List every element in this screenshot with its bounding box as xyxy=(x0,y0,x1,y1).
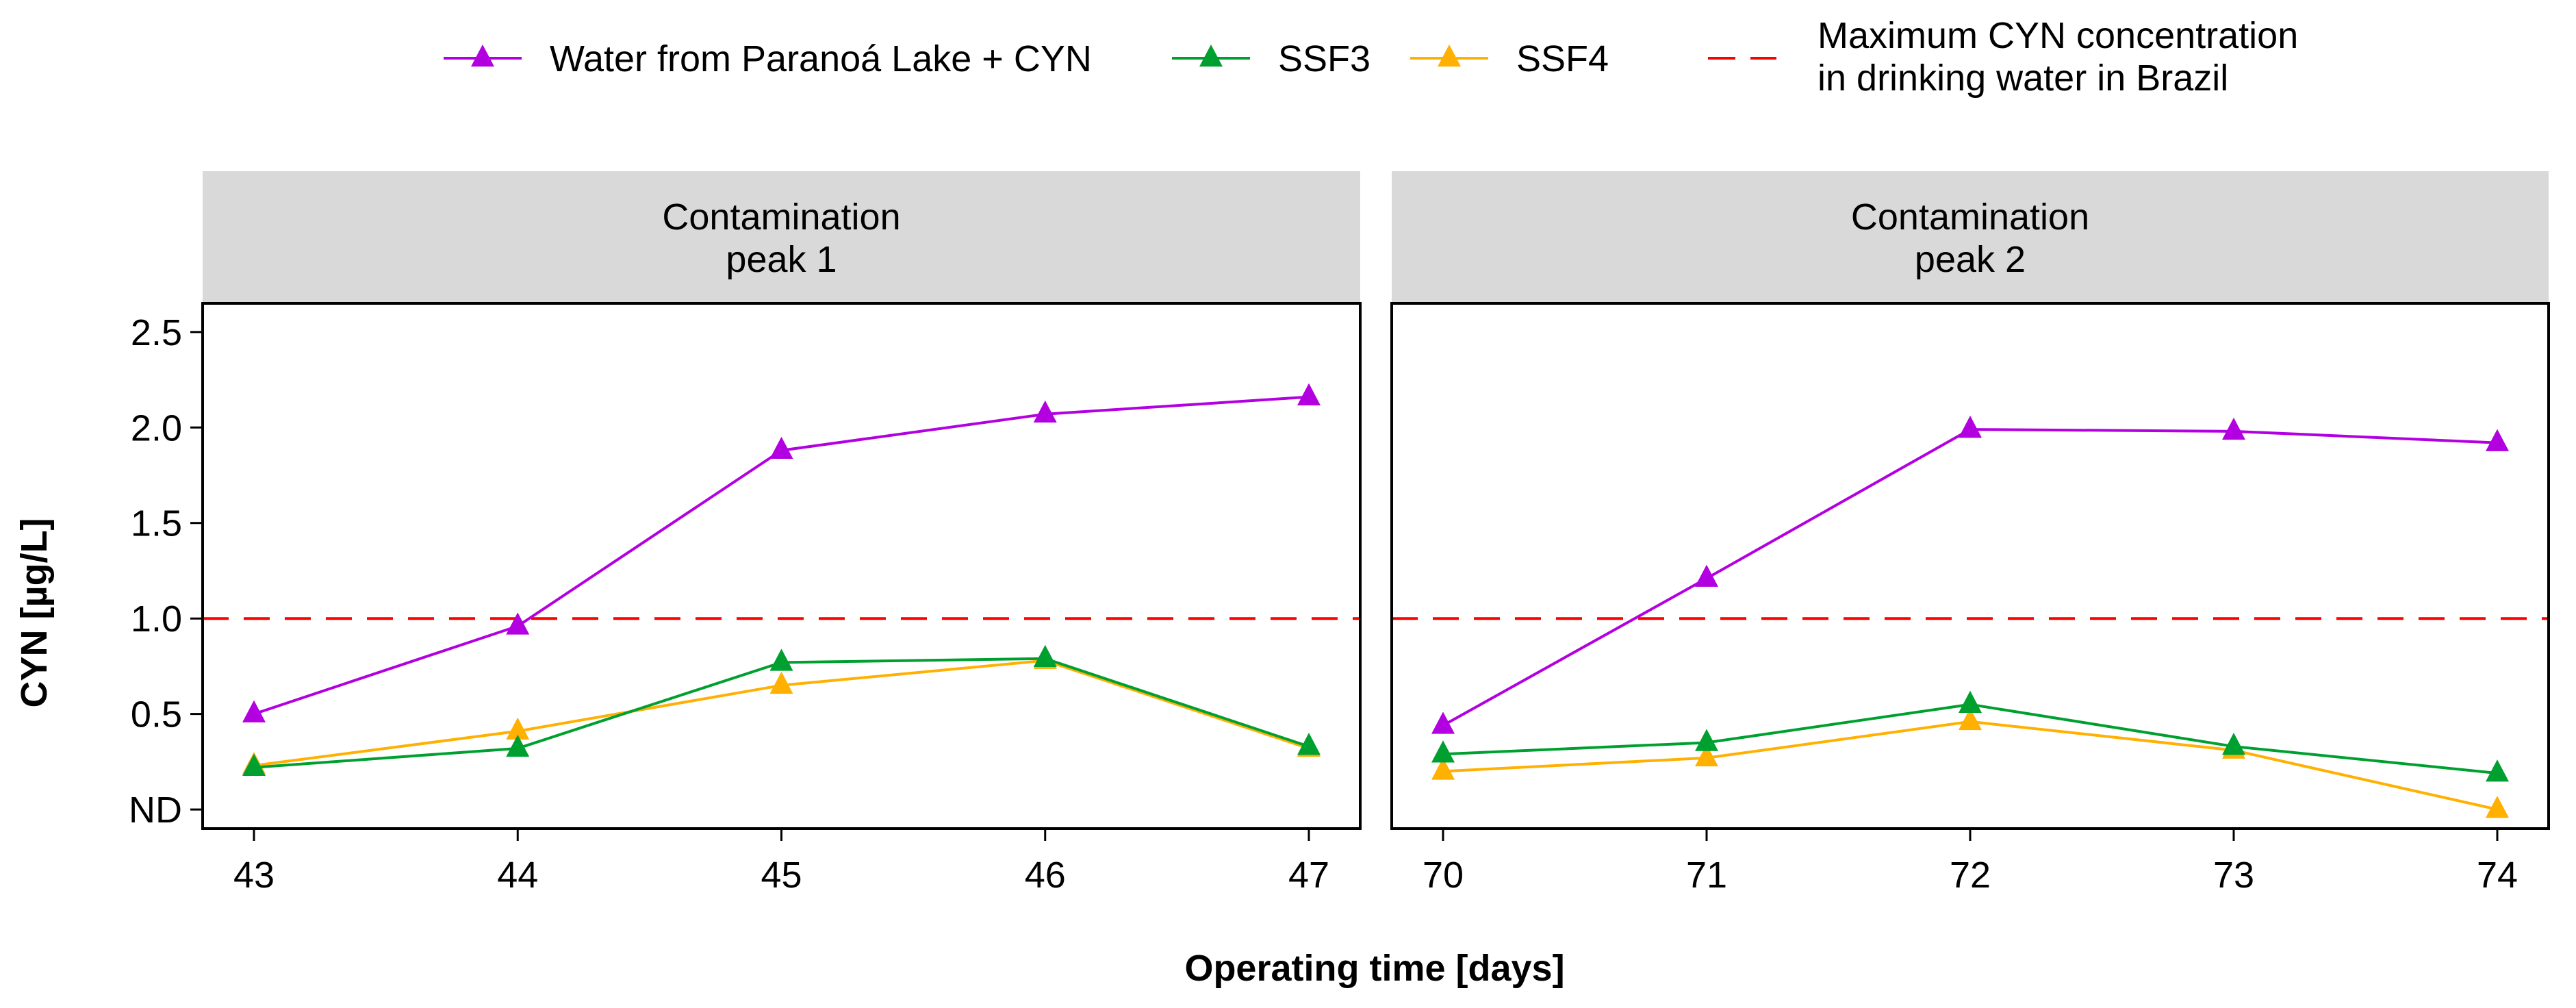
data-point xyxy=(2486,759,2509,782)
data-point xyxy=(242,700,266,722)
legend-marker xyxy=(471,44,494,67)
x-tick-label: 71 xyxy=(1686,855,1727,896)
y-tick-label: 1.0 xyxy=(131,598,182,640)
x-tick-label: 72 xyxy=(1950,855,1991,896)
panel-strip-label: Contamination xyxy=(662,197,900,238)
data-point xyxy=(2222,733,2245,755)
panel-strip-label: peak 2 xyxy=(1915,239,2026,280)
y-tick-label: 2.0 xyxy=(131,407,182,449)
data-point xyxy=(1033,400,1057,423)
x-tick-label: 43 xyxy=(233,855,275,896)
data-point xyxy=(1695,564,1718,587)
series-ssf4 xyxy=(1431,707,2509,818)
panel-strip xyxy=(1392,171,2549,303)
x-axis-title: Operating time [days] xyxy=(1184,948,1564,989)
data-point xyxy=(2486,429,2509,451)
panel-strip-label: peak 1 xyxy=(726,239,837,280)
data-point xyxy=(1695,744,1718,767)
data-point xyxy=(1033,644,1057,668)
legend-item-paranoa: Water from Paranoá Lake + CYN xyxy=(444,38,1092,79)
data-point xyxy=(1959,416,1982,438)
y-axis-title: CYN [µg/L] xyxy=(14,518,55,707)
data-point xyxy=(2222,417,2245,440)
series-line xyxy=(1442,428,2498,727)
series-ssf3 xyxy=(242,644,1321,777)
y-tick-label: 0.5 xyxy=(131,694,182,735)
data-point xyxy=(506,717,530,740)
legend-label: Maximum CYN concentration xyxy=(1818,15,2298,56)
data-point xyxy=(1431,711,1455,734)
legend-label: Water from Paranoá Lake + CYN xyxy=(550,38,1092,79)
data-point xyxy=(1431,740,1455,763)
x-tick-label: 45 xyxy=(761,855,802,896)
data-point xyxy=(1695,729,1718,751)
data-point xyxy=(769,436,793,459)
data-point xyxy=(1297,383,1321,405)
legend-marker xyxy=(1438,44,1461,67)
legend-marker xyxy=(1199,44,1223,67)
y-tick-label: ND xyxy=(129,790,182,831)
panel-strip-label: Contamination xyxy=(1851,197,2089,238)
legend-item-ssf3: SSF3 xyxy=(1172,38,1370,79)
series-water-from-parano-lake-cyn xyxy=(1431,416,2509,734)
x-tick-label: 44 xyxy=(497,855,538,896)
x-tick-label: 73 xyxy=(2213,855,2254,896)
data-point xyxy=(242,753,266,777)
data-point xyxy=(769,648,793,671)
legend-label: SSF3 xyxy=(1278,38,1370,79)
series-water-from-parano-lake-cyn xyxy=(242,383,1321,722)
x-tick-label: 70 xyxy=(1423,855,1464,896)
legend-item-ssf4: SSF4 xyxy=(1410,38,1609,79)
data-point xyxy=(2486,796,2509,818)
data-point xyxy=(769,671,793,694)
data-point xyxy=(506,734,530,757)
data-point xyxy=(506,612,530,635)
series-line xyxy=(1442,720,2498,811)
data-point xyxy=(1297,733,1321,755)
data-point xyxy=(1431,757,1455,780)
x-tick-label: 46 xyxy=(1025,855,1066,896)
legend-label: in drinking water in Brazil xyxy=(1818,58,2228,99)
y-tick-label: 1.5 xyxy=(131,503,182,544)
data-point xyxy=(1959,707,1982,731)
series-ssf3 xyxy=(1431,690,2509,782)
legend-label: SSF4 xyxy=(1516,38,1609,79)
panel-strip xyxy=(203,171,1360,303)
y-tick-label: 2.5 xyxy=(131,312,182,353)
data-point xyxy=(1959,690,1982,713)
y-axis: ND 0.5 1.0 1.5 2.0 2.5 xyxy=(129,312,203,831)
x-tick-label: 74 xyxy=(2477,855,2518,896)
legend: Water from Paranoá Lake + CYN SSF3 SSF4 Max… xyxy=(444,15,2298,99)
x-tick-label: 47 xyxy=(1288,855,1329,896)
